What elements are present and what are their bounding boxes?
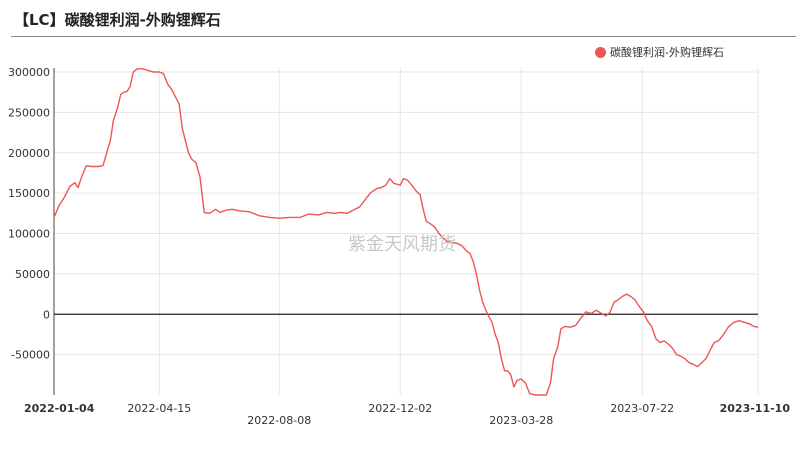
x-tick-label: 2022-12-02 (368, 402, 432, 415)
y-tick-label: 100000 (8, 228, 50, 241)
legend-label: 碳酸锂利润-外购锂辉石 (610, 46, 724, 59)
x-tick-label: 2023-03-28 (489, 414, 553, 427)
chart-legend[interactable]: 碳酸锂利润-外购锂辉石 (595, 44, 724, 60)
label-layer: 300000 250000 200000 150000 100000 50000 0 -500… (8, 66, 790, 427)
y-tick-label: -50000 (11, 349, 50, 362)
chart-title: 【LC】碳酸锂利润-外购锂辉石 (14, 11, 221, 29)
y-tick-label: 50000 (15, 268, 50, 281)
series-layer (53, 68, 759, 396)
axis-layer (53, 68, 758, 395)
legend-marker-icon (595, 46, 606, 58)
grid-layer (54, 68, 759, 395)
y-tick-label: 0 (43, 308, 50, 321)
x-tick-label: 2022-08-08 (247, 414, 311, 427)
y-tick-label: 150000 (8, 187, 50, 200)
title-divider (11, 36, 796, 37)
watermark-text: 紫金天风期货 (348, 234, 456, 255)
y-tick-label: 200000 (8, 147, 50, 160)
x-tick-label: 2022-04-15 (127, 402, 191, 415)
x-tick-label: 2023-11-10 (720, 402, 791, 415)
x-tick-label: 2022-01-04 (24, 402, 95, 415)
y-tick-label: 300000 (8, 66, 50, 79)
series-line-0 (53, 68, 759, 396)
x-tick-label: 2023-07-22 (610, 402, 674, 415)
y-tick-label: 250000 (8, 106, 50, 119)
